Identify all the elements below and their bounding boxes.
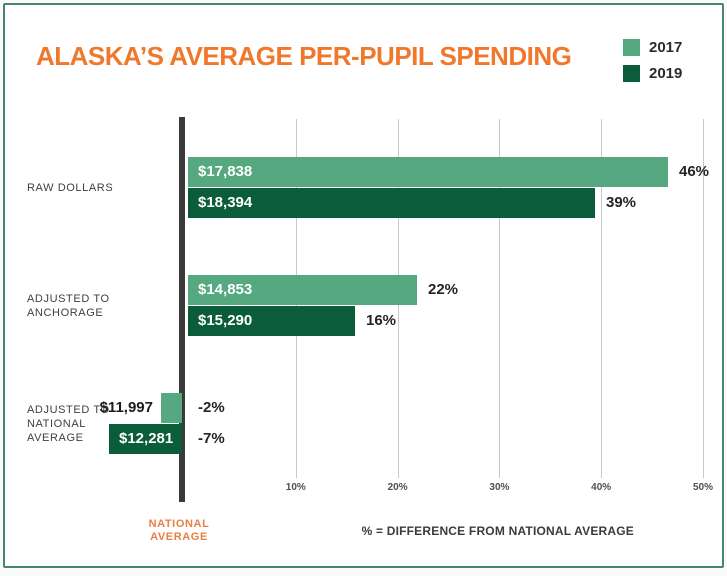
pct-label-2017-raw-dollars: 46% — [679, 163, 710, 180]
gridline-50 — [703, 119, 704, 478]
value-label-2019-adjusted-to-national-average: $12,281 — [119, 430, 174, 447]
value-label-2017-adjusted-to-national-average: $11,997 — [99, 399, 153, 416]
legend-label-2017: 2017 — [649, 39, 683, 56]
legend-label-2019: 2019 — [649, 65, 683, 82]
legend-swatch-2019 — [623, 65, 640, 82]
pct-label-2017-adjusted-to-national-average: -2% — [198, 399, 225, 416]
value-label-2019-raw-dollars: $18,394 — [198, 194, 253, 211]
x-tick-20: 20% — [387, 482, 408, 493]
footnote: % = DIFFERENCE FROM NATIONAL AVERAGE — [361, 524, 634, 538]
category-label-adjusted-to-national-average: ADJUSTED TO NATIONAL AVERAGE — [27, 404, 110, 444]
legend-swatch-2017 — [623, 39, 640, 56]
x-tick-10: 10% — [285, 482, 306, 493]
legend: 2017 2019 — [623, 39, 682, 82]
gridline-40 — [601, 119, 603, 478]
x-tick-50: 50% — [692, 482, 714, 493]
bar-2017-adjusted-to-anchorage — [188, 275, 417, 305]
value-label-2017-adjusted-to-anchorage: $14,853 — [198, 281, 253, 298]
bar-2017-raw-dollars — [188, 157, 668, 187]
national-average-axis — [179, 117, 185, 502]
bar-2019-adjusted-to-national-average — [109, 424, 182, 454]
pct-label-2019-adjusted-to-anchorage: 16% — [366, 312, 397, 329]
value-label-2017-raw-dollars: $17,838 — [198, 163, 253, 180]
national-average-label: NATIONAL AVERAGE — [148, 518, 210, 543]
bar-2019-raw-dollars — [188, 188, 595, 218]
category-label-adjusted-to-anchorage: ADJUSTED TO ANCHORAGE — [27, 293, 110, 319]
pct-label-2019-adjusted-to-national-average: -7% — [198, 430, 225, 447]
gridline-30 — [499, 119, 501, 478]
chart-title: ALASKA’S AVERAGE PER-PUPIL SPENDING — [36, 41, 572, 71]
bar-2017-adjusted-to-national-average — [161, 393, 182, 423]
pct-label-2019-raw-dollars: 39% — [606, 194, 637, 211]
bar-2019-adjusted-to-anchorage — [188, 306, 355, 336]
legend-item-2019: 2019 — [623, 65, 682, 82]
x-tick-40: 40% — [591, 482, 612, 493]
x-tick-30: 30% — [489, 482, 510, 493]
value-label-2019-adjusted-to-anchorage: $15,290 — [198, 312, 253, 329]
category-label-raw-dollars: RAW DOLLARS — [27, 182, 114, 194]
chart-card: ALASKA’S AVERAGE PER-PUPIL SPENDING 2017… — [3, 3, 724, 568]
chart-area: 10% 20% 30% 40% 50% RAW DOLLARS $17,838 46% $18,… — [5, 5, 727, 576]
pct-label-2017-adjusted-to-anchorage: 22% — [428, 281, 459, 298]
legend-item-2017: 2017 — [623, 39, 682, 56]
